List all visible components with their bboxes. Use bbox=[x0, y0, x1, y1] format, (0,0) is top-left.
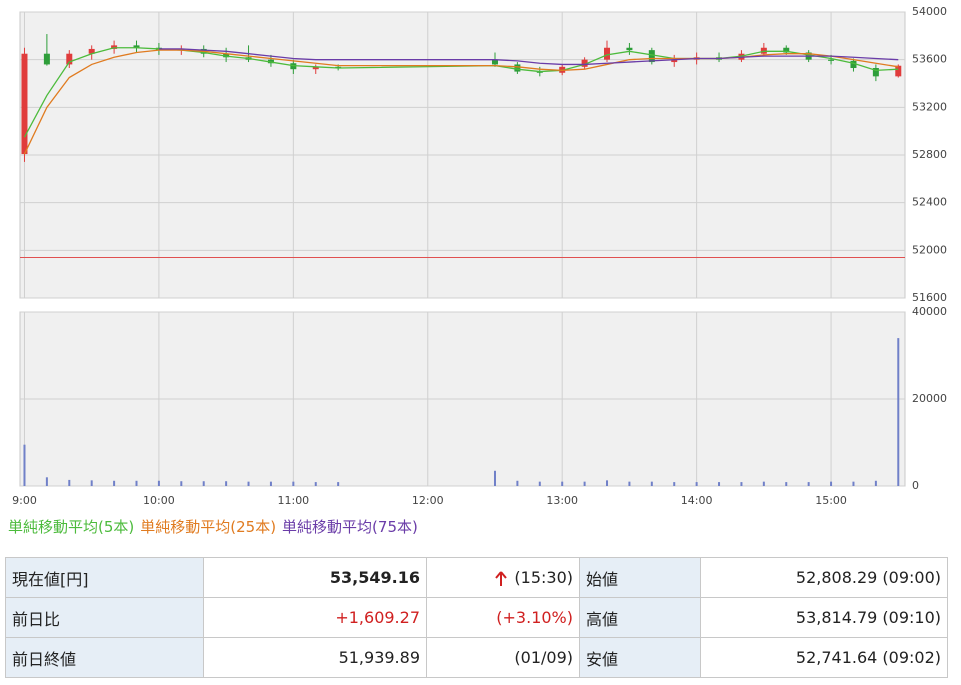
time: (15:30) bbox=[514, 568, 573, 587]
volume-bar bbox=[695, 482, 698, 486]
cell: 前日終値 bbox=[5, 637, 204, 678]
cell: (15:30) bbox=[426, 557, 580, 598]
chart: 51600 52000 52400 52800 53200 53600 54000 9:00 1… bbox=[12, 5, 947, 507]
cell: 現在値[円] bbox=[5, 557, 204, 598]
cell: (+3.10%) bbox=[426, 597, 580, 638]
x-tick-label: 13:00 bbox=[546, 494, 578, 507]
volume-bar bbox=[157, 480, 160, 486]
y-tick-label: 52800 bbox=[912, 148, 947, 161]
volume-bar bbox=[225, 481, 228, 486]
volume-bar bbox=[493, 470, 496, 486]
volume-bar bbox=[135, 480, 138, 486]
volume-bar bbox=[583, 481, 586, 486]
volume-bar bbox=[830, 481, 833, 486]
volume-bar bbox=[673, 482, 676, 486]
cell: 52,741.64 (09:02) bbox=[700, 637, 948, 678]
candle-body bbox=[491, 59, 498, 65]
candle-body bbox=[783, 47, 790, 53]
candle-body bbox=[648, 50, 655, 63]
y-tick-label: 52000 bbox=[912, 243, 947, 256]
volume-bar bbox=[292, 481, 295, 486]
cell: +1,609.27 bbox=[203, 597, 427, 638]
volume-bar bbox=[516, 480, 519, 486]
y-tick-label: 53600 bbox=[912, 53, 947, 66]
y-tick-label: 53200 bbox=[912, 100, 947, 113]
volume-bar bbox=[650, 481, 653, 486]
x-tick-label: 11:00 bbox=[277, 494, 309, 507]
ma-line bbox=[158, 48, 899, 66]
volume-bar bbox=[90, 480, 93, 486]
candle-body bbox=[66, 53, 73, 65]
y-tick-label: 54000 bbox=[912, 5, 947, 18]
legend-entry: 単純移動平均(25本) bbox=[140, 518, 277, 536]
x-tick-label: 14:00 bbox=[681, 494, 713, 507]
volume-bar bbox=[628, 481, 631, 486]
candle-body bbox=[872, 68, 879, 77]
candle-body bbox=[828, 59, 835, 61]
volume-bar bbox=[180, 481, 183, 486]
volume-bar bbox=[807, 482, 810, 486]
cell: 前日比 bbox=[5, 597, 204, 638]
candle-body bbox=[21, 53, 28, 155]
volume-bar bbox=[538, 481, 541, 486]
legend: 単純移動平均(5本) 単純移動平均(25本) 単純移動平均(75本) bbox=[8, 516, 424, 537]
cell: (01/09) bbox=[426, 637, 580, 678]
y-tick-label: 51600 bbox=[912, 291, 947, 304]
y-tick-label: 40000 bbox=[912, 305, 947, 318]
candle-body bbox=[514, 64, 521, 72]
volume-bar bbox=[45, 477, 48, 486]
volume-bar bbox=[269, 481, 272, 486]
legend-entry: 単純移動平均(75本) bbox=[282, 518, 418, 536]
candle-body bbox=[581, 59, 588, 67]
cell: 安値 bbox=[579, 637, 701, 678]
x-tick-label: 15:00 bbox=[815, 494, 847, 507]
volume-bar bbox=[202, 481, 205, 486]
candle-body bbox=[895, 65, 902, 77]
candle-body bbox=[604, 47, 611, 60]
up-arrow bbox=[495, 570, 508, 586]
x-tick-label: 9:00 bbox=[12, 494, 37, 507]
cell: 51,939.89 bbox=[203, 637, 427, 678]
volume-bar bbox=[718, 482, 721, 486]
ma-line bbox=[23, 49, 899, 155]
candle-body bbox=[312, 66, 319, 70]
volume-bar bbox=[314, 482, 317, 486]
volume-bar bbox=[561, 481, 564, 486]
volume-bar bbox=[762, 481, 765, 486]
x-tick-label: 10:00 bbox=[143, 494, 175, 507]
cell: 53,814.79 (09:10) bbox=[700, 597, 948, 638]
quote-table: 現在値[円] 53,549.16 (15:30) 始値 52,808.29 (09:00… bbox=[5, 557, 948, 678]
x-tick-label: 12:00 bbox=[412, 494, 444, 507]
volume-bar bbox=[23, 444, 26, 486]
candle-body bbox=[626, 47, 633, 51]
candle-body bbox=[850, 60, 857, 69]
volume-bar bbox=[740, 482, 743, 486]
volume-bar bbox=[897, 338, 900, 486]
ma-line bbox=[23, 47, 899, 138]
volume-bar bbox=[247, 481, 250, 486]
candle-body bbox=[88, 48, 95, 54]
y-tick-label: 52400 bbox=[912, 196, 947, 209]
cell: 高値 bbox=[579, 597, 701, 638]
volume-bar bbox=[852, 481, 855, 486]
legend-entry: 単純移動平均(5本) bbox=[8, 518, 135, 536]
volume-bar bbox=[337, 482, 340, 486]
volume-bar bbox=[606, 480, 609, 486]
y-tick-label: 0 bbox=[912, 479, 919, 492]
y-tick-label: 20000 bbox=[912, 392, 947, 405]
cell: 52,808.29 (09:00) bbox=[700, 557, 948, 598]
volume-bar bbox=[785, 482, 788, 486]
candle-body bbox=[671, 59, 678, 63]
cell: 始値 bbox=[579, 557, 701, 598]
volume-bar bbox=[113, 480, 116, 486]
candle-body bbox=[133, 45, 140, 48]
volume-bar bbox=[874, 480, 877, 486]
volume-bar bbox=[68, 479, 71, 486]
cell: 53,549.16 bbox=[203, 557, 427, 598]
candle-body bbox=[43, 53, 50, 65]
